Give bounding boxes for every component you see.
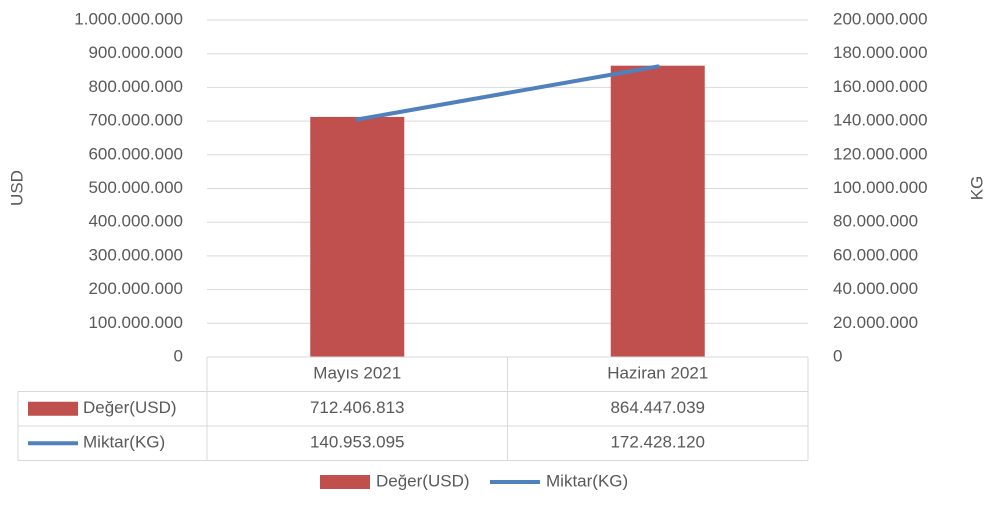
y-tick-label: 400.000.000 [88, 212, 183, 231]
y-tick-label: 0 [174, 346, 183, 365]
y-tick-label: 300.000.000 [88, 245, 183, 264]
y-tick-label: 500.000.000 [88, 178, 183, 197]
y2-tick-label: 160.000.000 [833, 77, 928, 96]
y-tick-label: 1.000.000.000 [74, 9, 183, 28]
y-tick-label: 900.000.000 [88, 43, 183, 62]
legend-key [320, 475, 370, 489]
y2-tick-label: 40.000.000 [833, 279, 918, 298]
y-tick-label: 100.000.000 [88, 313, 183, 332]
x-tick-label: Mayıs 2021 [313, 364, 401, 383]
y-tick-label: 600.000.000 [88, 144, 183, 163]
y2-tick-label: 180.000.000 [833, 43, 928, 62]
table-series-name: Değer(USD) [83, 398, 177, 417]
y-tick-label: 200.000.000 [88, 279, 183, 298]
y-axis-label: USD [7, 170, 26, 206]
y-tick-label: 700.000.000 [88, 111, 183, 130]
y2-tick-label: 100.000.000 [833, 178, 928, 197]
table-value: 712.406.813 [310, 398, 405, 417]
y2-tick-label: 0 [833, 346, 842, 365]
y2-tick-label: 140.000.000 [833, 111, 928, 130]
table-series-name: Miktar(KG) [83, 433, 165, 452]
x-tick-label: Haziran 2021 [607, 364, 708, 383]
table-legend-key [28, 401, 78, 416]
y2-tick-label: 80.000.000 [833, 212, 918, 231]
bar [610, 65, 705, 358]
legend-label: Miktar(KG) [546, 471, 628, 490]
y2-axis-label: KG [967, 176, 986, 201]
y-tick-label: 800.000.000 [88, 77, 183, 96]
line-series [355, 64, 660, 122]
table-value: 172.428.120 [610, 433, 705, 452]
legend-label: Değer(USD) [376, 471, 470, 490]
y2-tick-label: 120.000.000 [833, 144, 928, 163]
table-value: 140.953.095 [310, 433, 405, 452]
y2-tick-label: 60.000.000 [833, 245, 918, 264]
y2-tick-label: 200.000.000 [833, 9, 928, 28]
bar [310, 116, 405, 357]
table-value: 864.447.039 [610, 398, 705, 417]
y2-tick-label: 20.000.000 [833, 313, 918, 332]
